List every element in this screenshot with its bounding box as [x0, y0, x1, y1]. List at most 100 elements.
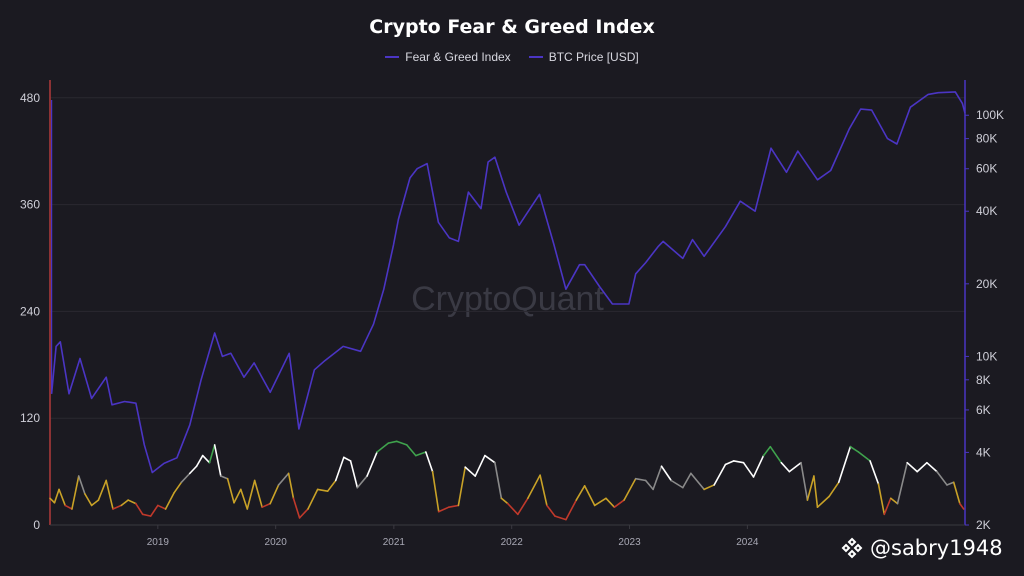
fear-greed-segment	[742, 461, 755, 478]
y-right-tick-label: 40K	[976, 204, 997, 218]
fear-greed-segment	[292, 497, 301, 519]
fear-greed-segment	[387, 440, 398, 444]
fear-greed-segment	[507, 502, 519, 516]
fear-greed-segment	[500, 497, 509, 505]
x-tick-label: 2021	[383, 537, 406, 548]
fear-greed-segment	[149, 504, 159, 517]
fear-greed-segment	[733, 460, 745, 464]
y-right-tick-label: 6K	[976, 403, 991, 417]
footer-handle: @sabry1948	[870, 536, 1003, 560]
footer-watermark: @sabry1948	[840, 536, 1003, 560]
fear-greed-segment	[425, 451, 434, 473]
fear-greed-segment	[670, 479, 684, 489]
y-left-tick-label: 480	[20, 91, 40, 105]
fear-greed-segment	[682, 472, 692, 489]
fear-greed-segment	[816, 495, 830, 509]
fear-greed-segment	[762, 445, 772, 457]
fear-greed-segment	[457, 466, 467, 507]
fear-greed-segment	[906, 461, 919, 473]
fear-greed-segment	[437, 506, 450, 513]
chart-legend: Fear & Greed Index BTC Price [USD]	[0, 50, 1024, 64]
fear-greed-segment	[58, 488, 66, 507]
fear-greed-segment	[837, 445, 852, 484]
fear-greed-segment	[474, 454, 486, 477]
fear-greed-segment	[883, 497, 892, 516]
fear-greed-segment	[724, 460, 735, 466]
fear-greed-segment	[946, 481, 955, 486]
fear-greed-segment	[253, 479, 263, 509]
fear-greed-segment	[415, 451, 427, 457]
fear-greed-segment	[575, 485, 586, 501]
chart-watermark: CryptoQuant	[411, 280, 604, 318]
fear-greed-segment	[484, 454, 496, 464]
fear-greed-segment	[752, 454, 765, 478]
fear-greed-segment	[583, 485, 596, 507]
fear-greed-segment	[405, 444, 417, 457]
fear-greed-segment	[952, 481, 961, 505]
fear-greed-segment	[64, 504, 73, 510]
fear-greed-segment	[356, 475, 368, 489]
y-right-tick-label: 80K	[976, 132, 997, 146]
fear-greed-segment	[366, 451, 378, 477]
legend-item-btc-price[interactable]: BTC Price [USD]	[528, 50, 639, 64]
fear-greed-segment	[554, 515, 567, 521]
y-left-tick-label: 120	[20, 411, 40, 425]
legend-item-fear-greed[interactable]: Fear & Greed Index	[385, 50, 511, 64]
fear-greed-segment	[226, 477, 235, 504]
fear-greed-segment	[565, 499, 578, 521]
fear-greed-segment	[189, 465, 198, 475]
legend-swatch-btc-price	[528, 56, 543, 58]
fear-greed-segment	[780, 461, 791, 473]
x-tick-label: 2022	[501, 537, 524, 548]
fear-greed-segment	[713, 463, 727, 486]
fear-greed-segment	[213, 444, 222, 477]
fear-greed-segment	[261, 502, 271, 509]
fear-greed-segment	[769, 445, 783, 464]
fear-greed-segment	[120, 499, 129, 507]
legend-label-fear-greed: Fear & Greed Index	[405, 50, 511, 64]
fear-greed-segment	[173, 481, 183, 494]
fear-greed-segment	[233, 488, 242, 504]
legend-swatch-fear-greed	[385, 56, 400, 58]
fear-greed-segment	[77, 475, 86, 495]
fear-greed-segment	[112, 504, 123, 510]
fear-greed-segment	[376, 442, 390, 453]
fear-greed-segment	[527, 474, 541, 500]
y-left-tick-label: 240	[20, 304, 40, 318]
legend-label-btc-price: BTC Price [USD]	[548, 50, 639, 64]
fear-greed-segment	[240, 488, 249, 510]
y-left-tick-label: 360	[20, 198, 40, 212]
fear-greed-segment	[623, 477, 637, 501]
fear-greed-segment	[869, 460, 880, 485]
fear-greed-segment	[164, 492, 175, 510]
fear-greed-segment	[307, 488, 319, 510]
fear-greed-segment	[494, 461, 503, 500]
fear-greed-segment	[349, 460, 359, 489]
x-tick-label: 2020	[265, 537, 288, 548]
fear-greed-segment	[326, 479, 337, 492]
fear-greed-segment	[703, 484, 715, 491]
fear-greed-segment	[546, 504, 556, 517]
fear-greed-segment	[593, 497, 607, 507]
fear-greed-segment	[287, 472, 295, 500]
fear-greed-segment	[97, 479, 107, 501]
binance-logo-icon	[841, 537, 863, 559]
fear-greed-segment	[644, 479, 654, 491]
fear-greed-segment	[660, 465, 672, 482]
fear-greed-segment	[652, 465, 663, 491]
fear-greed-segment	[889, 497, 899, 505]
x-tick-label: 2023	[618, 537, 641, 548]
fear-greed-segment	[517, 497, 529, 516]
fear-greed-segment	[84, 493, 93, 507]
fear-greed-segment	[539, 474, 548, 507]
fear-greed-segment	[71, 475, 80, 510]
fear-greed-segment	[246, 479, 256, 510]
fear-greed-segment	[813, 475, 819, 509]
fear-greed-segment	[49, 497, 56, 504]
fear-greed-segment	[157, 504, 167, 510]
fear-greed-segment	[634, 477, 647, 482]
x-tick-label: 2024	[736, 537, 759, 548]
fear-greed-segment	[690, 472, 705, 491]
fear-greed-segment	[916, 461, 928, 473]
